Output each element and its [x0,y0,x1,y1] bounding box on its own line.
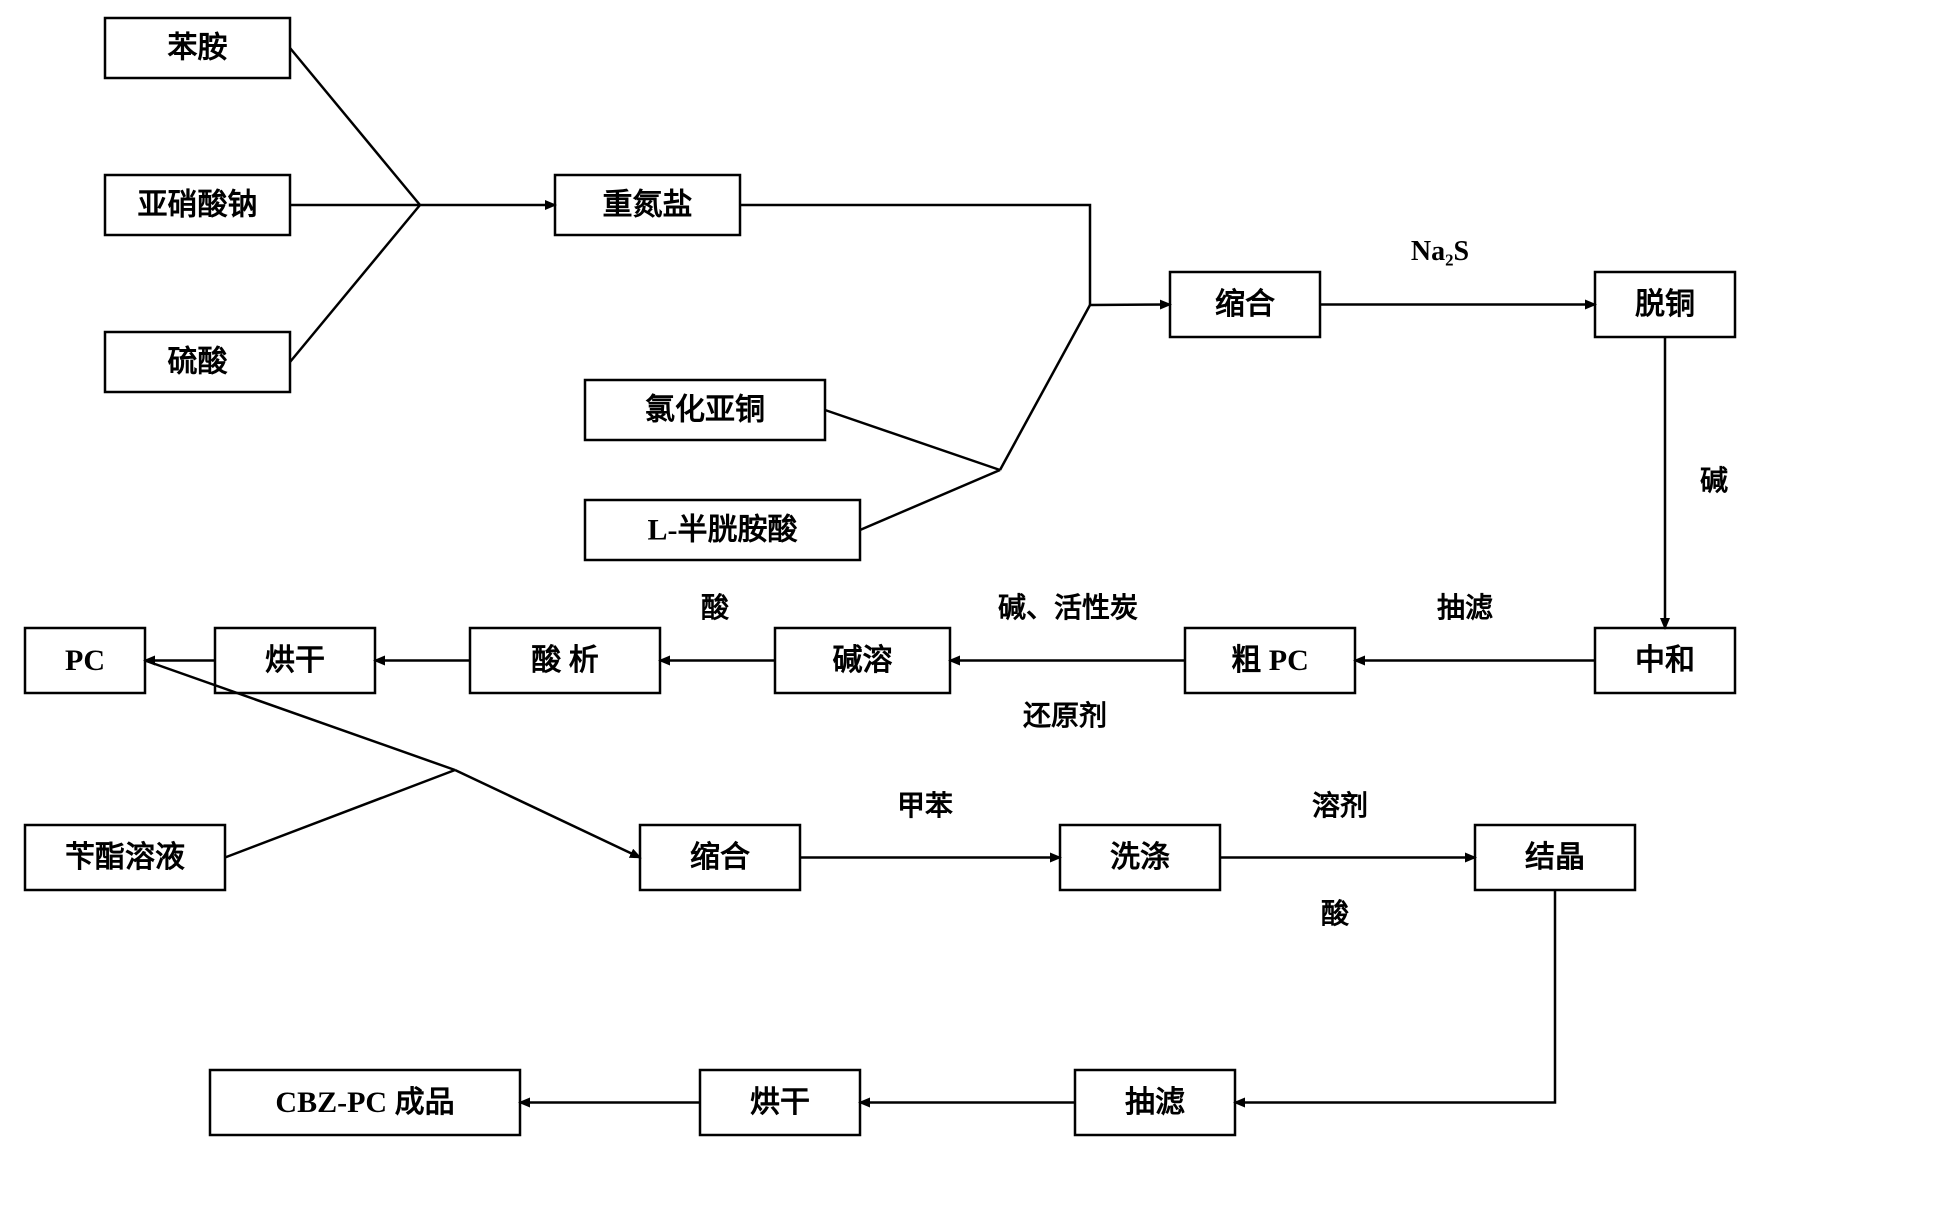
edge-merge-condense1 [1090,305,1170,306]
edge-label-alkali-acidout-top: 酸 [701,592,730,624]
edge-benzyl-merge [225,770,455,858]
edge-merge-condense2 [455,770,640,858]
node-label-wash: 洗涤 [1110,841,1170,874]
edge-label-crudepc-alkali-bottom: 还原剂 [1023,700,1107,732]
edge-label-condense1-decop-top: Na₂S [1411,236,1469,267]
node-label-decop: 脱铜 [1635,288,1695,321]
edge-label-wash-crystal-top: 溶剂 [1312,789,1368,822]
node-label-crystal: 结晶 [1525,841,1585,874]
edge-label-crudepc-alkali-top: 碱、活性炭 [998,592,1138,624]
edge-label-condense2-wash-top: 甲苯 [897,790,953,822]
node-label-dry2: 烘干 [750,1086,810,1119]
node-label-acidout: 酸 析 [531,644,599,677]
node-label-product: CBZ-PC 成品 [275,1086,454,1119]
node-label-nano2: 亚硝酸钠 [138,189,258,222]
edge-diazo-merge [740,205,1090,305]
edge-label-neutral-crudepc-top: 抽滤 [1437,592,1493,624]
node-label-neutral: 中和 [1635,644,1695,677]
node-label-h2so4: 硫酸 [168,345,229,379]
node-label-diazo: 重氮盐 [603,189,693,222]
node-label-alkali: 碱溶 [833,643,893,677]
edge-crystal-filter2 [1235,890,1555,1103]
node-label-crudepc: 粗 PC [1231,644,1309,677]
node-label-pc: PC [65,644,105,677]
edge-label-wash-crystal-bottom: 酸 [1321,898,1350,930]
node-label-dry1: 烘干 [265,644,325,677]
flowchart-canvas: 苯胺亚硝酸钠硫酸重氮盐氯化亚铜L-半胱胺酸缩合脱铜中和粗 PC碱溶酸 析烘干PC… [0,0,1950,1216]
node-label-cucl: 氯化亚铜 [645,393,765,427]
node-label-aniline: 苯胺 [168,32,228,65]
node-label-benzyl: 苄酯溶液 [65,840,185,874]
edge-label-decop-neutral-side: 碱 [1700,465,1728,497]
edge-cucl-bend [825,410,1000,470]
node-label-condense1: 缩合 [1215,287,1275,321]
node-label-filter2: 抽滤 [1125,1086,1185,1119]
edge-h2so4-merge [290,205,420,362]
edge-bend-merge [1000,305,1090,470]
edge-lcys-bend [860,470,1000,530]
edge-aniline-merge [290,48,420,205]
node-label-lcys: L-半胱胺酸 [648,514,799,547]
node-label-condense2: 缩合 [690,840,750,874]
